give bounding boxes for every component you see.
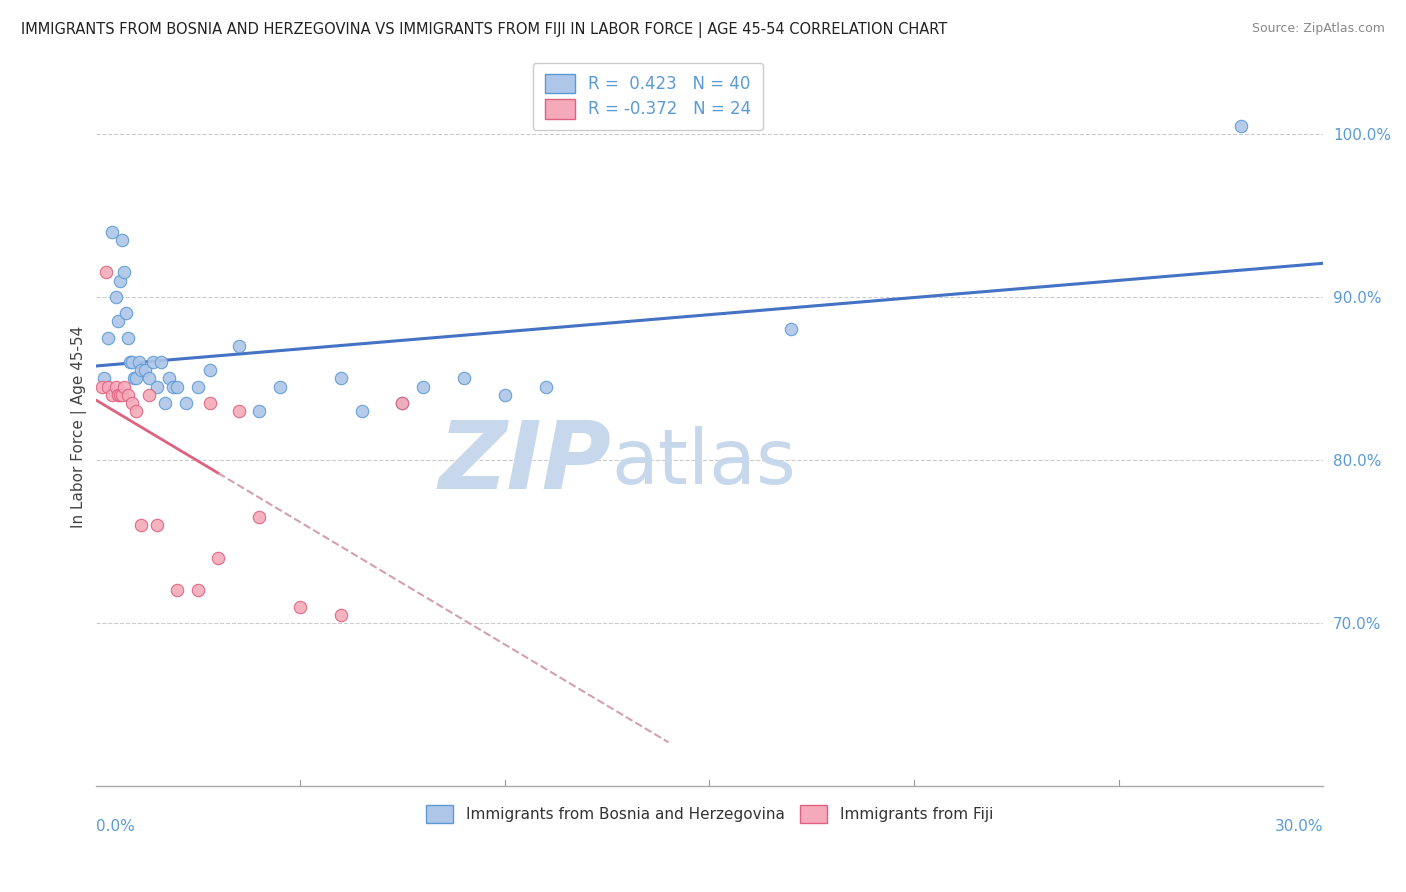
Legend: Immigrants from Bosnia and Herzegovina, Immigrants from Fiji: Immigrants from Bosnia and Herzegovina, …	[420, 799, 1000, 829]
Point	[198, 363, 221, 377]
Point	[125, 371, 148, 385]
Text: 30.0%: 30.0%	[1275, 819, 1323, 834]
Point	[150, 355, 173, 369]
Point	[494, 388, 516, 402]
Point	[112, 379, 135, 393]
Point	[134, 363, 156, 377]
Point	[534, 379, 557, 393]
Point	[146, 379, 169, 393]
Point	[330, 371, 353, 385]
Point	[207, 550, 229, 565]
Point	[120, 355, 142, 369]
Point	[247, 404, 270, 418]
Point	[121, 355, 143, 369]
Point	[247, 510, 270, 524]
Point	[111, 233, 134, 247]
Point	[187, 379, 209, 393]
Point	[117, 388, 139, 402]
Point	[121, 396, 143, 410]
Point	[107, 388, 129, 402]
Y-axis label: In Labor Force | Age 45-54: In Labor Force | Age 45-54	[72, 326, 87, 528]
Point	[111, 388, 134, 402]
Point	[269, 379, 291, 393]
Point	[142, 355, 165, 369]
Point	[228, 404, 250, 418]
Text: atlas: atlas	[612, 426, 796, 500]
Point	[108, 388, 131, 402]
Point	[166, 583, 188, 598]
Point	[187, 583, 209, 598]
Point	[174, 396, 197, 410]
Point	[780, 322, 803, 336]
Text: 0.0%: 0.0%	[96, 819, 135, 834]
Text: ZIP: ZIP	[439, 417, 612, 509]
Point	[124, 371, 146, 385]
Point	[97, 379, 120, 393]
Point	[129, 363, 152, 377]
Point	[105, 379, 128, 393]
Point	[94, 265, 117, 279]
Point	[162, 379, 184, 393]
Point	[157, 371, 180, 385]
Point	[153, 396, 176, 410]
Point	[350, 404, 373, 418]
Point	[101, 225, 124, 239]
Point	[453, 371, 475, 385]
Point	[330, 607, 353, 622]
Point	[90, 379, 112, 393]
Point	[138, 388, 160, 402]
Point	[290, 599, 312, 614]
Point	[97, 331, 120, 345]
Point	[391, 396, 413, 410]
Text: IMMIGRANTS FROM BOSNIA AND HERZEGOVINA VS IMMIGRANTS FROM FIJI IN LABOR FORCE | : IMMIGRANTS FROM BOSNIA AND HERZEGOVINA V…	[21, 22, 948, 38]
Point	[108, 274, 131, 288]
Point	[117, 331, 139, 345]
Point	[1230, 119, 1253, 133]
Point	[128, 355, 150, 369]
Point	[198, 396, 221, 410]
Point	[129, 518, 152, 533]
Point	[107, 314, 129, 328]
Point	[138, 371, 160, 385]
Point	[228, 339, 250, 353]
Point	[391, 396, 413, 410]
Point	[101, 388, 124, 402]
Text: Source: ZipAtlas.com: Source: ZipAtlas.com	[1251, 22, 1385, 36]
Point	[112, 265, 135, 279]
Point	[115, 306, 138, 320]
Point	[125, 404, 148, 418]
Point	[146, 518, 169, 533]
Point	[166, 379, 188, 393]
Point	[412, 379, 434, 393]
Point	[105, 290, 128, 304]
Point	[93, 371, 115, 385]
